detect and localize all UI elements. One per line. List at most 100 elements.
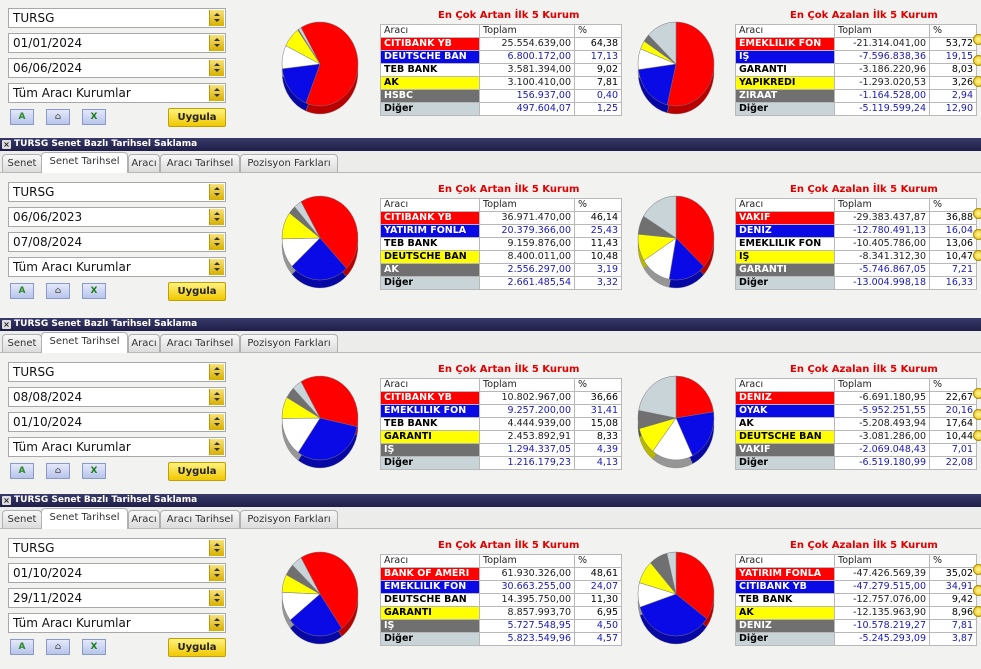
- apply-button[interactable]: Uygula: [168, 108, 226, 127]
- symbol-select[interactable]: TURSG: [8, 362, 226, 382]
- close-icon[interactable]: ×: [2, 320, 11, 329]
- table-row[interactable]: İŞ -7.596.838,36 19,15: [735, 50, 977, 64]
- option-radio[interactable]: [973, 55, 981, 66]
- tab-senet[interactable]: Senet: [2, 334, 42, 352]
- font-icon-button[interactable]: A: [10, 283, 34, 299]
- tab-senet[interactable]: Senet: [2, 510, 42, 528]
- tab-pozisyon-farkları[interactable]: Pozisyon Farkları: [240, 154, 338, 172]
- symbol-select[interactable]: TURSG: [8, 8, 226, 28]
- tab-aracı-tarihsel[interactable]: Aracı Tarihsel: [160, 334, 240, 352]
- table-row[interactable]: DEUTSCHE BAN 8.400.011,00 10,48: [380, 250, 622, 264]
- option-radio[interactable]: [973, 34, 981, 45]
- apply-button[interactable]: Uygula: [168, 638, 226, 657]
- start-date-field[interactable]: 01/10/2024: [8, 563, 226, 583]
- table-row[interactable]: AK -12.135.963,90 8,96: [735, 606, 977, 620]
- table-row[interactable]: DEUTSCHE BAN -3.081.286,00 10,44: [735, 430, 977, 444]
- table-row[interactable]: İŞ 1.294.337,05 4,39: [380, 443, 622, 457]
- excel-icon-button[interactable]: X: [82, 463, 106, 479]
- table-row[interactable]: ZİRAAT -1.164.528,00 2,94: [735, 89, 977, 103]
- table-row[interactable]: Diğer -6.519.180,99 22,08: [735, 456, 977, 470]
- table-row[interactable]: OYAK -5.952.251,55 20,16: [735, 404, 977, 418]
- tab-aracı[interactable]: Aracı: [128, 510, 160, 528]
- option-radio[interactable]: [973, 250, 981, 261]
- tab-aracı-tarihsel[interactable]: Aracı Tarihsel: [160, 510, 240, 528]
- spinner-arrows-icon[interactable]: [209, 590, 224, 606]
- table-row[interactable]: YATIRIM FONLA -47.426.569,39 35,02: [735, 567, 977, 581]
- table-row[interactable]: YATIRIM FONLA 20.379.366,00 25,43: [380, 224, 622, 238]
- excel-icon-button[interactable]: X: [82, 639, 106, 655]
- close-icon[interactable]: ×: [2, 496, 11, 505]
- print-icon-button[interactable]: ⌂: [46, 463, 70, 479]
- table-row[interactable]: EMEKLILIK FON -21.314.041,00 53,72: [735, 37, 977, 51]
- font-icon-button[interactable]: A: [10, 109, 34, 125]
- table-row[interactable]: EMEKLILIK FON 30.663.255,00 24,07: [380, 580, 622, 594]
- table-row[interactable]: VAKIF -29.383.437,87 36,88: [735, 211, 977, 225]
- table-row[interactable]: CITIBANK YB 36.971.470,00 46,14: [380, 211, 622, 225]
- spinner-arrows-icon[interactable]: [209, 234, 224, 250]
- end-date-field[interactable]: 06/06/2024: [8, 58, 226, 78]
- spinner-arrows-icon[interactable]: [209, 209, 224, 225]
- institution-select[interactable]: Tüm Aracı Kurumlar: [8, 257, 226, 277]
- table-row[interactable]: TEB BANK -12.757.076,00 9,42: [735, 593, 977, 607]
- table-row[interactable]: CITIBANK YB 25.554.639,00 64,38: [380, 37, 622, 51]
- table-row[interactable]: TEB BANK 3.581.394,00 9,02: [380, 63, 622, 77]
- table-row[interactable]: YAPIKREDİ -1.293.020,53 3,26: [735, 76, 977, 90]
- table-row[interactable]: AK 2.556.297,00 3,19: [380, 263, 622, 277]
- start-date-field[interactable]: 01/01/2024: [8, 33, 226, 53]
- spinner-arrows-icon[interactable]: [209, 565, 224, 581]
- table-row[interactable]: HSBC 156.937,00 0,40: [380, 89, 622, 103]
- table-row[interactable]: Diğer -13.004.998,18 16,33: [735, 276, 977, 290]
- institution-select[interactable]: Tüm Aracı Kurumlar: [8, 613, 226, 633]
- end-date-field[interactable]: 07/08/2024: [8, 232, 226, 252]
- table-row[interactable]: Diğer 2.661.485,54 3,32: [380, 276, 622, 290]
- tab-aracı-tarihsel[interactable]: Aracı Tarihsel: [160, 154, 240, 172]
- tab-senet-tarihsel[interactable]: Senet Tarihsel: [41, 332, 128, 353]
- table-row[interactable]: DEUTSCHE BAN 6.800.172,00 17,13: [380, 50, 622, 64]
- table-row[interactable]: GARANTİ -5.746.867,05 7,21: [735, 263, 977, 277]
- print-icon-button[interactable]: ⌂: [46, 283, 70, 299]
- table-row[interactable]: DENİZ -12.780.491,13 16,04: [735, 224, 977, 238]
- table-row[interactable]: GARANTİ 2.453.892,91 8,33: [380, 430, 622, 444]
- table-row[interactable]: İŞ -8.341.312,30 10,47: [735, 250, 977, 264]
- spinner-arrows-icon[interactable]: [209, 60, 224, 76]
- table-row[interactable]: Diğer -5.245.293,09 3,87: [735, 632, 977, 646]
- table-row[interactable]: AK -5.208.493,94 17,64: [735, 417, 977, 431]
- end-date-field[interactable]: 01/10/2024: [8, 412, 226, 432]
- option-radio[interactable]: [973, 564, 981, 575]
- print-icon-button[interactable]: ⌂: [46, 109, 70, 125]
- option-radio[interactable]: [973, 409, 981, 420]
- table-row[interactable]: TEB BANK 4.444.939,00 15,08: [380, 417, 622, 431]
- table-row[interactable]: GARANTİ 8.857.993,70 6,95: [380, 606, 622, 620]
- tab-pozisyon-farkları[interactable]: Pozisyon Farkları: [240, 334, 338, 352]
- table-row[interactable]: CITIBANK YB -47.279.515,00 34,91: [735, 580, 977, 594]
- spinner-arrows-icon[interactable]: [209, 615, 224, 631]
- table-row[interactable]: EMEKLILIK FON 9.257.200,00 31,41: [380, 404, 622, 418]
- tab-senet[interactable]: Senet: [2, 154, 42, 172]
- apply-button[interactable]: Uygula: [168, 282, 226, 301]
- spinner-arrows-icon[interactable]: [209, 439, 224, 455]
- print-icon-button[interactable]: ⌂: [46, 639, 70, 655]
- table-row[interactable]: Diğer 497.604,07 1,25: [380, 102, 622, 116]
- table-row[interactable]: BANK OF AMERI 61.930.326,00 48,61: [380, 567, 622, 581]
- table-row[interactable]: GARANTİ -3.186.220,96 8,03: [735, 63, 977, 77]
- table-row[interactable]: VAKIF -2.069.048,43 7,01: [735, 443, 977, 457]
- table-row[interactable]: TEB BANK 9.159.876,00 11,43: [380, 237, 622, 251]
- option-radio[interactable]: [973, 585, 981, 596]
- option-radio[interactable]: [973, 229, 981, 240]
- spinner-arrows-icon[interactable]: [209, 414, 224, 430]
- option-radio[interactable]: [973, 430, 981, 441]
- symbol-select[interactable]: TURSG: [8, 182, 226, 202]
- apply-button[interactable]: Uygula: [168, 462, 226, 481]
- excel-icon-button[interactable]: X: [82, 283, 106, 299]
- table-row[interactable]: DENİZ -6.691.180,95 22,67: [735, 391, 977, 405]
- spinner-arrows-icon[interactable]: [209, 85, 224, 101]
- spinner-arrows-icon[interactable]: [209, 540, 224, 556]
- spinner-arrows-icon[interactable]: [209, 184, 224, 200]
- spinner-arrows-icon[interactable]: [209, 10, 224, 26]
- start-date-field[interactable]: 06/06/2023: [8, 207, 226, 227]
- institution-select[interactable]: Tüm Aracı Kurumlar: [8, 83, 226, 103]
- option-radio[interactable]: [973, 76, 981, 87]
- spinner-arrows-icon[interactable]: [209, 35, 224, 51]
- tab-senet-tarihsel[interactable]: Senet Tarihsel: [41, 152, 128, 173]
- spinner-arrows-icon[interactable]: [209, 364, 224, 380]
